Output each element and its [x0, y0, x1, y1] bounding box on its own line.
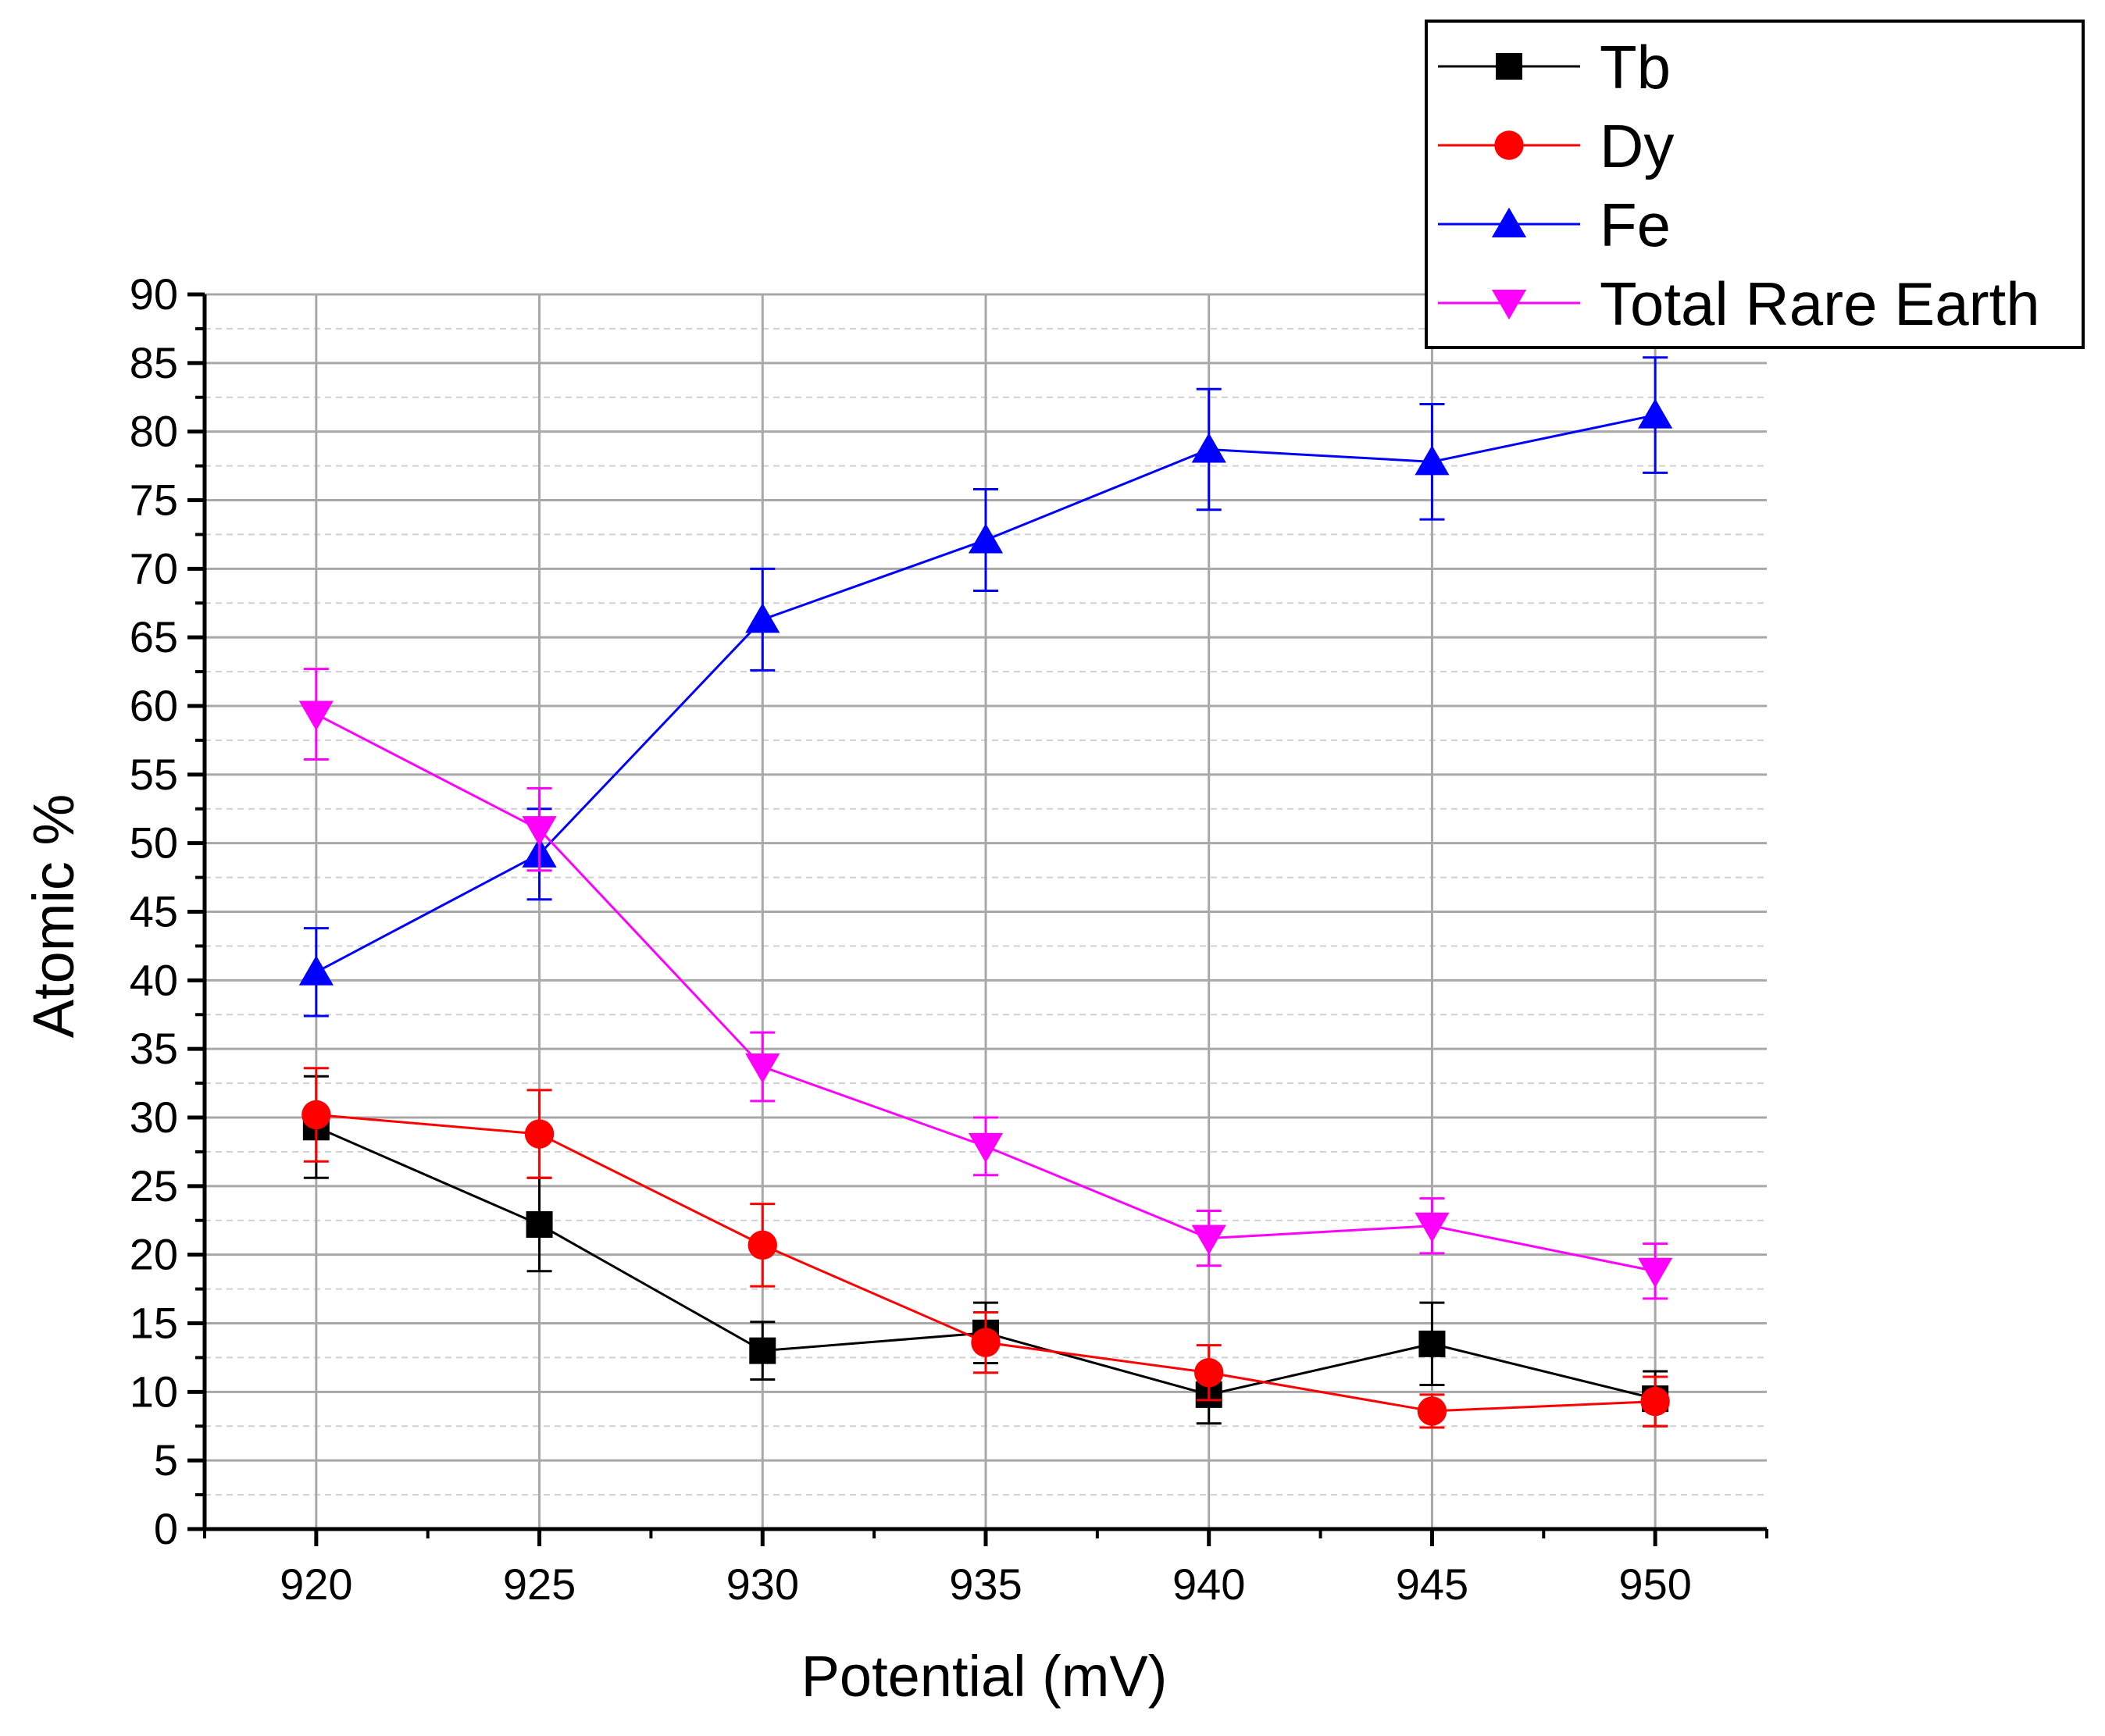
y-tick-label: 50: [130, 818, 178, 868]
y-tick-label: 5: [154, 1435, 178, 1485]
data-point: [524, 1119, 555, 1149]
axes: 0 5 10 15 20 25 30 35 40 45 50 55 60 65 70 75 80 85 90 920 9…: [130, 269, 1768, 1609]
data-point: [1415, 445, 1450, 476]
data-point: [745, 1053, 780, 1084]
legend-marker: [1491, 207, 1527, 237]
x-tick-label: 935: [949, 1560, 1022, 1609]
y-tick-label: 0: [154, 1504, 178, 1553]
x-tick-label: 950: [1618, 1560, 1691, 1609]
legend[interactable]: Tb Dy Fe Total Rare Earth: [1425, 20, 2085, 349]
y-tick-label: 60: [130, 681, 178, 730]
data-point: [745, 603, 780, 633]
legend-item-tb[interactable]: Tb: [1438, 33, 1671, 102]
data-point: [526, 1211, 553, 1239]
data-point: [1638, 1257, 1673, 1288]
y-tick-label: 45: [130, 887, 178, 936]
data-point: [1191, 433, 1226, 463]
y-tick-label: 30: [130, 1093, 178, 1142]
y-tick-label: 65: [130, 612, 178, 661]
data-point: [1415, 1212, 1450, 1243]
y-tick-label: 10: [130, 1367, 178, 1416]
x-tick-label: 930: [726, 1560, 799, 1609]
series-total-rare-earth: [298, 668, 1673, 1300]
data-point: [1191, 1224, 1226, 1255]
y-tick-label: 35: [130, 1024, 178, 1073]
data-point: [968, 1132, 1004, 1164]
data-point: [968, 523, 1004, 554]
legend-marker: [1496, 53, 1522, 80]
data-point: [1194, 1358, 1224, 1388]
legend-box: [1425, 20, 2085, 349]
y-tick-label: 20: [130, 1230, 178, 1279]
data-point: [747, 1230, 777, 1260]
data-point: [301, 1100, 331, 1130]
y-tick-label: 85: [130, 338, 178, 387]
legend-marker: [1491, 290, 1527, 320]
y-tick-label: 25: [130, 1161, 178, 1210]
y-tick-label: 75: [130, 476, 178, 525]
y-tick-label: 40: [130, 955, 178, 1004]
series-dy: [301, 1067, 1670, 1429]
data-point: [298, 955, 334, 986]
legend-marker: [1494, 130, 1524, 160]
y-tick-label: 70: [130, 544, 178, 593]
x-tick-label: 920: [280, 1560, 352, 1609]
data-point: [298, 700, 334, 731]
x-tick-label: 945: [1396, 1560, 1468, 1609]
legend-label: Tb: [1600, 33, 1671, 102]
data-point: [971, 1328, 1001, 1357]
legend-item-total-rare-earth[interactable]: Total Rare Earth: [1438, 269, 2040, 338]
y-axis-title: Atomic %: [21, 794, 86, 1039]
y-tick-label: 15: [130, 1299, 178, 1348]
legend-item-fe[interactable]: Fe: [1438, 191, 1671, 259]
y-tick-label: 90: [130, 269, 178, 319]
data-point: [749, 1337, 776, 1364]
data-point: [1640, 1386, 1670, 1417]
data-point: [522, 816, 557, 847]
legend-item-dy[interactable]: Dy: [1438, 112, 1674, 180]
legend-label: Total Rare Earth: [1600, 269, 2040, 338]
y-tick-label: 55: [130, 750, 178, 799]
y-tick-label: 80: [130, 407, 178, 456]
data-series: [298, 356, 1673, 1429]
data-point: [1417, 1396, 1447, 1426]
data-point: [1418, 1330, 1446, 1357]
legend-label: Fe: [1600, 191, 1671, 259]
x-axis-title: Potential (mV): [801, 1644, 1168, 1709]
legend-label: Dy: [1600, 112, 1674, 180]
x-tick-label: 925: [503, 1560, 576, 1609]
x-tick-label: 940: [1172, 1560, 1245, 1609]
data-point: [1638, 398, 1673, 429]
